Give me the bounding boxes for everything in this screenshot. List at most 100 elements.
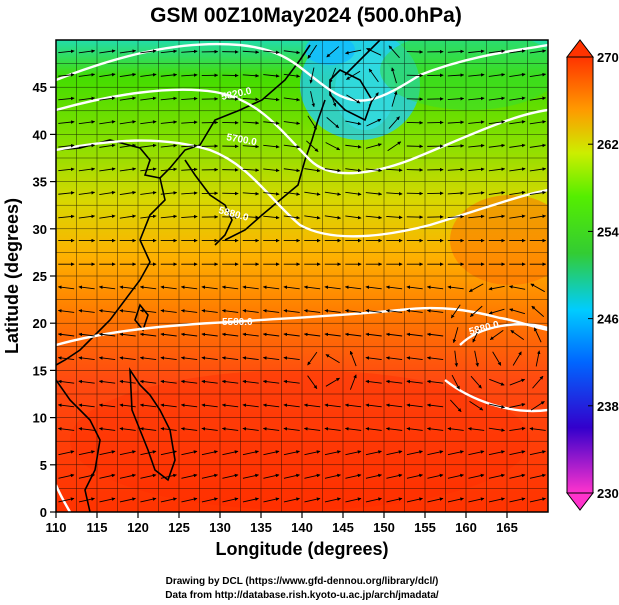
wind-arrow	[447, 73, 465, 77]
wind-arrow	[304, 450, 321, 456]
wind-arrow	[222, 497, 239, 503]
wind-arrow	[119, 49, 137, 54]
wind-arrow	[488, 214, 506, 219]
wind-arrow	[325, 142, 341, 151]
wind-arrow	[283, 50, 301, 55]
wind-arrow	[307, 115, 317, 130]
wind-arrow	[58, 450, 75, 456]
x-tick-label: 155	[414, 520, 436, 535]
wind-arrow	[368, 68, 379, 83]
wind-arrow	[139, 285, 157, 290]
wind-arrow	[345, 49, 362, 55]
wind-arrow	[366, 118, 382, 127]
wind-arrow	[140, 214, 157, 219]
wind-arrow	[119, 96, 137, 101]
wind-arrow	[283, 497, 300, 503]
wind-arrow	[160, 285, 177, 290]
wind-arrow	[262, 403, 280, 408]
wind-arrow	[391, 67, 397, 84]
wind-arrow	[283, 73, 301, 78]
wind-arrow	[99, 497, 116, 503]
wind-arrow	[242, 73, 260, 78]
wind-arrow	[406, 285, 423, 290]
wind-arrow	[325, 354, 340, 364]
wind-arrow	[304, 168, 321, 173]
wind-arrow	[365, 309, 382, 313]
wind-arrow	[140, 72, 157, 77]
wind-arrow	[140, 49, 157, 54]
coastline-philippines	[129, 367, 176, 482]
wind-arrow	[58, 143, 75, 148]
colorbar-tick-label: 254	[597, 224, 619, 239]
wind-arrow	[221, 332, 239, 337]
wind-arrow	[283, 97, 301, 102]
coastline-china-east	[56, 177, 166, 366]
wind-arrow	[181, 120, 198, 125]
wind-arrow	[181, 450, 198, 456]
wind-arrow	[283, 144, 301, 149]
wind-arrow	[78, 143, 96, 148]
wind-arrow	[365, 168, 383, 173]
wind-arrow	[447, 285, 464, 290]
wind-arrow	[119, 285, 136, 290]
wind-arrow	[139, 379, 157, 384]
wind-arrow	[326, 117, 340, 129]
wind-arrow	[454, 350, 459, 367]
wind-arrow	[509, 49, 526, 54]
wind-arrow	[139, 403, 157, 408]
wind-arrow	[468, 214, 485, 219]
wind-arrow	[406, 379, 423, 384]
wind-arrow	[306, 140, 319, 152]
wind-arrow	[99, 72, 116, 78]
wind-arrow	[57, 285, 75, 290]
wind-arrow	[529, 427, 546, 431]
wind-arrow	[78, 356, 95, 361]
y-tick-label: 0	[40, 505, 47, 520]
wind-arrow	[78, 214, 96, 219]
wind-arrow	[57, 427, 75, 431]
wind-arrow	[529, 96, 547, 101]
wind-arrow	[242, 332, 259, 337]
wind-arrow	[365, 356, 382, 361]
wind-arrow	[533, 327, 542, 343]
wind-arrow	[160, 403, 177, 408]
wind-arrow	[447, 497, 464, 503]
colorbar-min-arrow	[565, 492, 595, 511]
wind-arrow	[180, 403, 198, 408]
wind-arrow	[324, 332, 341, 337]
wind-arrow	[99, 214, 116, 219]
wind-arrow	[427, 497, 444, 503]
wind-arrow	[262, 285, 280, 290]
wind-arrow	[242, 427, 259, 431]
wind-arrow	[529, 473, 546, 479]
wind-arrow	[139, 427, 157, 431]
colorbar-tick-label: 270	[597, 50, 619, 65]
wind-arrow	[468, 450, 485, 456]
wind-arrow	[119, 497, 136, 503]
wind-arrow	[78, 49, 96, 54]
x-tick-label: 115	[87, 520, 108, 535]
wind-arrow	[365, 450, 382, 456]
contour-5700	[56, 88, 548, 175]
x-tick-label: 130	[209, 520, 231, 535]
cold-core-north	[305, 40, 355, 65]
wind-arrow	[468, 120, 485, 124]
wind-arrow	[510, 329, 525, 341]
wind-arrow	[447, 167, 465, 172]
wind-arrow	[201, 332, 218, 337]
credit-data: Data from http://database.rish.kyoto-u.a…	[165, 590, 439, 601]
y-tick-label: 40	[33, 127, 47, 142]
wind-arrow	[57, 309, 75, 313]
wind-arrow	[140, 143, 157, 148]
wind-arrow	[468, 49, 485, 54]
wind-arrow	[386, 215, 403, 220]
wind-arrow	[222, 473, 239, 479]
wind-arrow	[263, 144, 280, 149]
wind-arrow	[58, 473, 75, 479]
wind-arrow	[160, 214, 178, 219]
wind-arrow	[140, 450, 157, 456]
wind-arrow	[98, 309, 116, 313]
wind-arrow	[509, 285, 526, 290]
wind-arrow	[365, 215, 383, 220]
wind-arrow	[426, 379, 444, 384]
